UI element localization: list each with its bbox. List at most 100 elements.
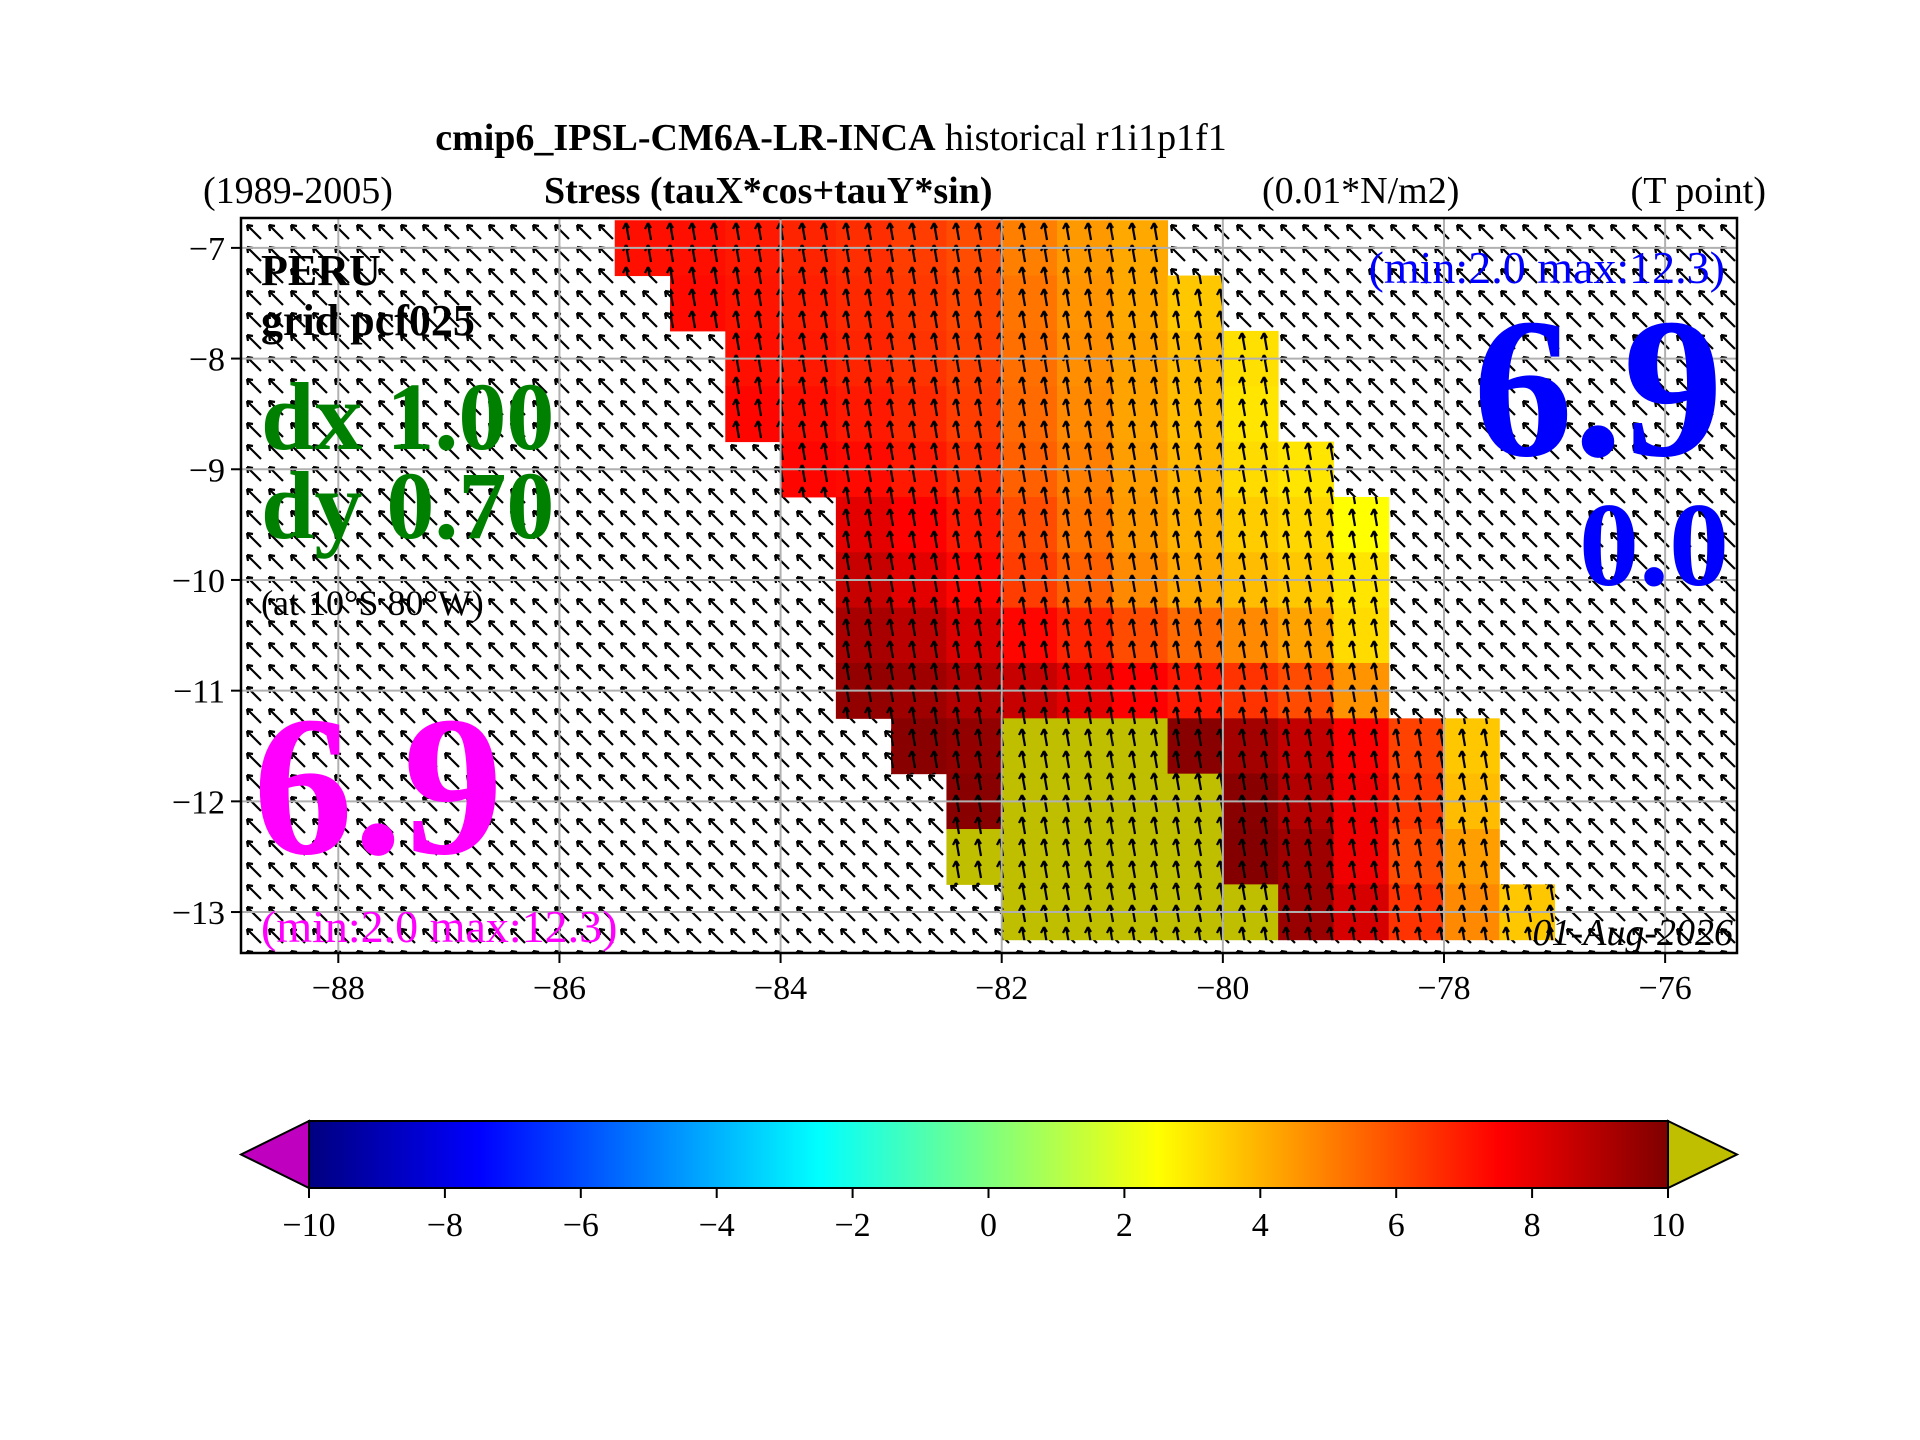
arrow-overlay	[1388, 718, 1445, 775]
arrow-overlay	[891, 718, 947, 775]
arrow-overlay	[946, 718, 1003, 775]
title: cmip6_IPSL-CM6A-LR-INCA historical r1i1p…	[435, 117, 1227, 159]
arrow-overlay	[1333, 718, 1390, 775]
y-tick-label: −11	[173, 674, 225, 711]
arrow-overlay	[1167, 496, 1224, 553]
arrow-overlay	[1001, 607, 1058, 664]
arrow-overlay	[1057, 496, 1113, 553]
arrow-overlay	[1388, 829, 1445, 885]
arrow-overlay	[1057, 386, 1113, 443]
arrow-overlay	[1333, 829, 1390, 885]
title-model: cmip6_IPSL-CM6A-LR-INCA	[435, 117, 936, 159]
x-tick-label: −88	[312, 970, 365, 1007]
arrow-overlay	[1001, 275, 1058, 332]
x-tick-label: −86	[533, 970, 586, 1007]
period: (1989-2005)	[203, 170, 393, 212]
arrow-overlay	[1001, 386, 1058, 443]
arrow-overlay	[1167, 275, 1224, 332]
arrow-overlay	[835, 496, 892, 553]
arrow-overlay	[1167, 386, 1224, 443]
colorbar-tick-label: 8	[1524, 1207, 1541, 1244]
arrow-overlay	[1333, 496, 1390, 553]
colorbar-body	[308, 1120, 1669, 1189]
arrow-overlay	[670, 275, 726, 332]
title-experiment: historical r1i1p1f1	[945, 117, 1227, 159]
arrow-overlay	[835, 607, 892, 664]
x-tick-label: −78	[1417, 970, 1470, 1007]
grid: −88 −86 −84 −82 −80 −78 −76 −7 −8 −9 −10 −11 −12 −13	[172, 218, 1737, 1007]
arrow-overlay	[891, 275, 947, 332]
y-tick-label: −13	[172, 895, 225, 932]
y-tick-label: −12	[172, 784, 225, 821]
arrow-overlay	[1112, 718, 1169, 775]
annotations: PERU grid pcf025 dx 1.00 dy 0.70 (at 10°…	[253, 242, 1733, 954]
arrow-overlay	[946, 275, 1003, 332]
arrow-overlay	[1222, 496, 1279, 553]
arrow-overlay	[1278, 718, 1334, 775]
colorbar-tick-label: 10	[1651, 1207, 1685, 1244]
arrow-overlay	[1001, 718, 1058, 775]
arrow-overlay	[946, 386, 1003, 443]
x-tick-label: −76	[1639, 970, 1692, 1007]
right-second-value: 0.0	[1579, 478, 1729, 611]
right-range: (min:2.0 max:12.3)	[1369, 242, 1725, 293]
arrow-overlay	[1167, 718, 1224, 775]
dy-label: dy 0.70	[261, 452, 554, 559]
y-tick-label: −8	[189, 342, 225, 379]
arrow-overlay	[1278, 607, 1334, 664]
dx-label: dx 1.00	[261, 363, 554, 470]
y-tick-label: −10	[172, 563, 225, 600]
arrow-overlay	[1278, 829, 1334, 885]
left-range: (min:2.0 max:12.3)	[261, 901, 617, 952]
colorbar-tick-label: 2	[1116, 1207, 1133, 1244]
arrow-overlay	[725, 275, 782, 332]
region: PERU	[261, 246, 381, 295]
variable: Stress (tauX*cos+tauY*sin)	[544, 170, 992, 212]
colorbar-tick-label: −2	[835, 1207, 871, 1244]
arrow-overlay	[891, 386, 947, 443]
right-value: 6.9	[1473, 278, 1723, 499]
colorbar-under	[238, 1119, 310, 1190]
colorbar-tick-label: −4	[699, 1207, 735, 1244]
arrow-overlay	[1333, 607, 1390, 664]
colorbar-tick-label: −10	[282, 1207, 335, 1244]
arrow-overlay	[1112, 275, 1169, 332]
x-tick-label: −80	[1196, 970, 1249, 1007]
arrow-overlay	[1222, 829, 1279, 885]
arrow-overlay	[1001, 829, 1058, 885]
grid-point: (T point)	[1631, 170, 1766, 212]
arrow-overlay	[1278, 496, 1334, 553]
x-tick-label: −84	[754, 970, 807, 1007]
date-label: 01-Aug-2026	[1532, 912, 1733, 954]
plot-frame	[239, 216, 1739, 955]
arrow-overlay	[1057, 829, 1113, 885]
arrow-overlay	[1443, 829, 1500, 885]
arrow-overlay	[835, 275, 892, 332]
x-tick-label: −82	[975, 970, 1028, 1007]
arrow-overlay	[1057, 718, 1113, 775]
colorbar-tick-label: 4	[1252, 1207, 1269, 1244]
grid-label: grid pcf025	[261, 296, 475, 345]
arrow-overlay	[1167, 607, 1224, 664]
arrow-overlay	[946, 607, 1003, 664]
arrow-overlay	[1057, 275, 1113, 332]
arrow-overlay	[946, 496, 1003, 553]
arrow-overlay	[1222, 607, 1279, 664]
arrow-overlay	[1112, 496, 1169, 553]
colorbar-tick-label: −6	[563, 1207, 599, 1244]
arrow-overlay	[1112, 607, 1169, 664]
location-label: (at 10°S 80°W)	[261, 583, 484, 623]
arrow-overlay	[946, 829, 1003, 885]
arrow-overlay	[891, 496, 947, 553]
units: (0.01*N/m2)	[1262, 170, 1459, 212]
arrow-overlay	[1443, 718, 1500, 775]
arrow-overlay	[1222, 386, 1279, 443]
colorbar: −10 −8 −6 −4 −2 0 2 4 6 8 10	[238, 1119, 1740, 1244]
y-tick-label: −7	[189, 231, 225, 268]
colorbar-tick-label: −8	[427, 1207, 463, 1244]
arrow-overlay	[1057, 607, 1113, 664]
arrow-overlay	[891, 607, 947, 664]
arrow-overlay	[725, 386, 782, 443]
colorbar-tick-label: 0	[980, 1207, 997, 1244]
